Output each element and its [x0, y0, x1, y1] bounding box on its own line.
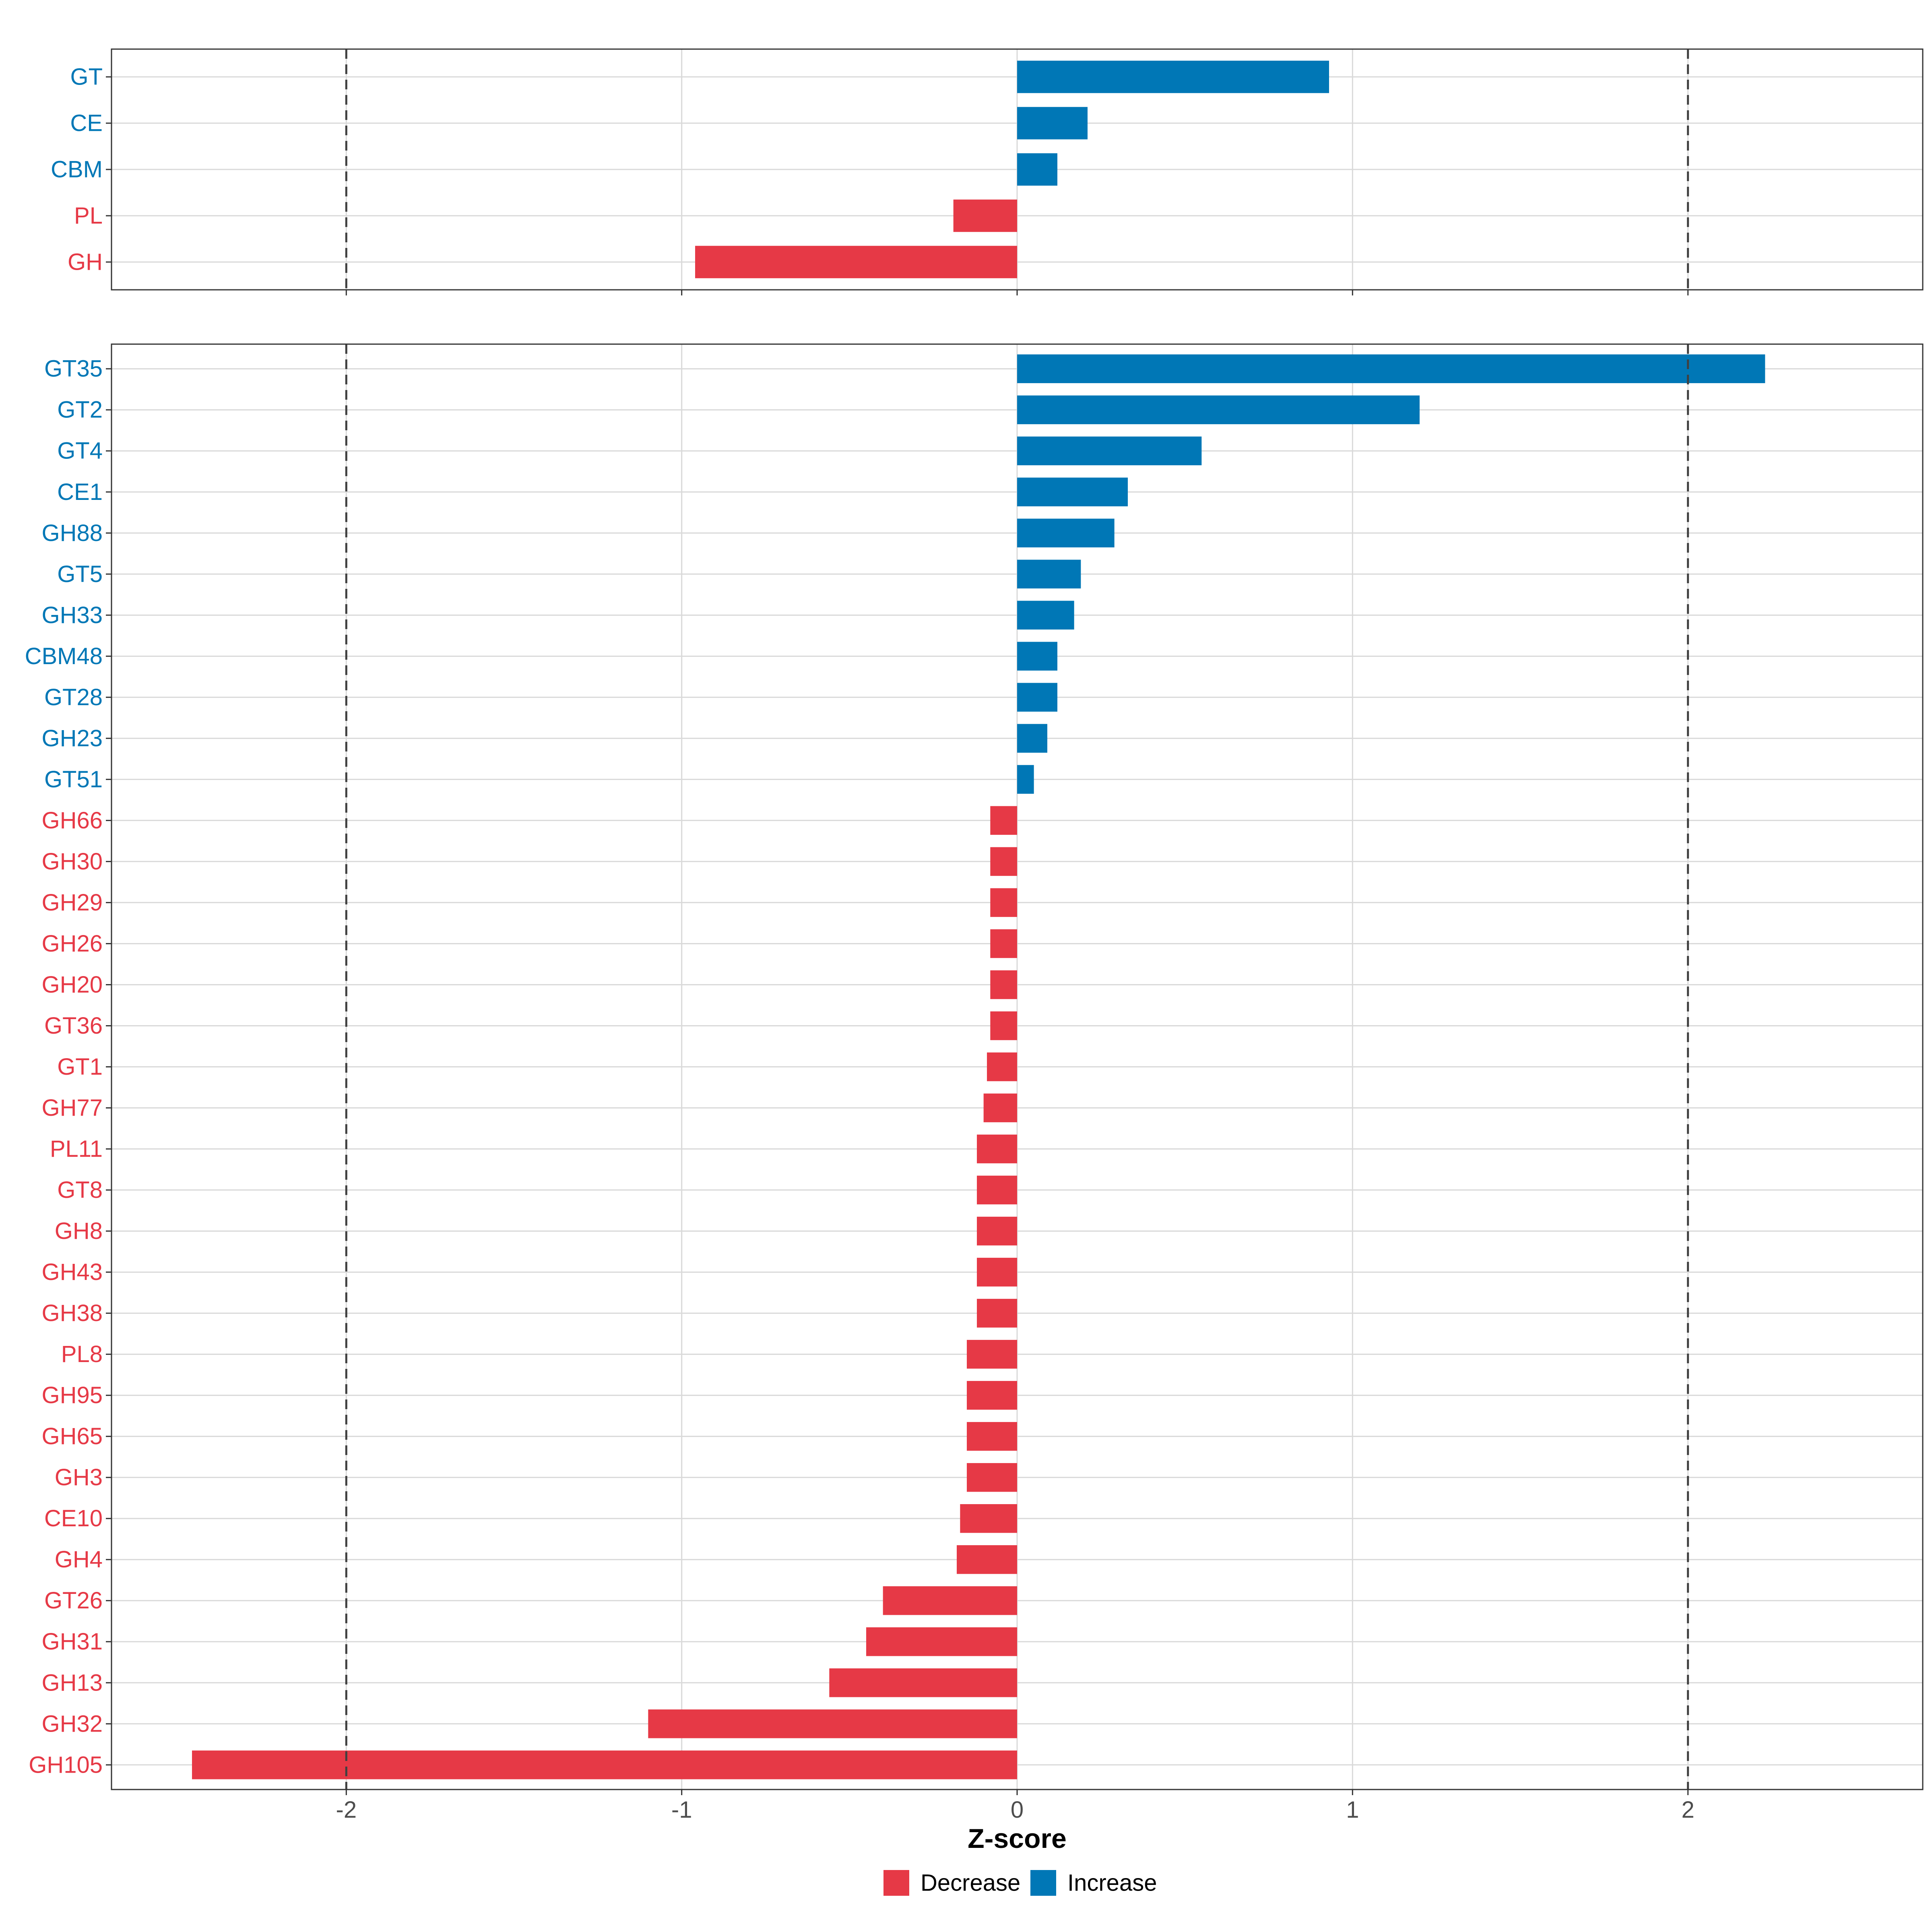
y-tick-label: GH43 — [41, 1259, 103, 1285]
bar-cbm — [1017, 153, 1057, 186]
y-tick-label: CBM48 — [25, 643, 103, 669]
y-tick-label: GT5 — [57, 561, 103, 587]
bar-gh30 — [990, 847, 1017, 876]
y-tick-label: GH20 — [41, 972, 103, 998]
bar-pl — [953, 199, 1017, 232]
y-tick-label: GH77 — [41, 1095, 103, 1121]
bar-gh26 — [990, 929, 1017, 958]
bar-ce — [1017, 107, 1088, 140]
bar-cbm48 — [1017, 642, 1057, 671]
y-tick-label: GH66 — [41, 807, 103, 834]
bar-gh33 — [1017, 601, 1074, 630]
bar-gh66 — [990, 806, 1017, 835]
bar-gh4 — [957, 1545, 1017, 1574]
bar-gt4 — [1017, 436, 1202, 465]
bar-gt5 — [1017, 559, 1081, 589]
bar-gt26 — [883, 1586, 1017, 1615]
bar-gh31 — [866, 1627, 1017, 1656]
y-tick-label: GT1 — [57, 1054, 103, 1080]
y-tick-label: GH30 — [41, 848, 103, 875]
y-tick-label: GT4 — [57, 438, 103, 464]
bar-gt51 — [1017, 765, 1034, 794]
bar-gh8 — [977, 1216, 1017, 1246]
y-tick-label: GT26 — [44, 1587, 103, 1614]
bar-gh95 — [967, 1381, 1017, 1410]
y-tick-label: GH26 — [41, 931, 103, 957]
y-tick-label: GH38 — [41, 1300, 103, 1326]
y-tick-label: GT35 — [44, 356, 103, 382]
y-tick-label: GH8 — [55, 1218, 103, 1244]
y-tick-label: GH33 — [41, 602, 103, 628]
bar-gh38 — [977, 1298, 1017, 1328]
x-axis-title: Z-score — [968, 1823, 1067, 1854]
y-tick-label: CBM — [51, 157, 103, 183]
x-tick-label: 2 — [1682, 1797, 1695, 1823]
y-tick-label: CE — [70, 110, 103, 136]
y-tick-label: GH31 — [41, 1629, 103, 1655]
y-tick-label: GT8 — [57, 1177, 103, 1203]
bar-gt2 — [1017, 395, 1420, 424]
y-tick-label: GH23 — [41, 725, 103, 751]
y-tick-label: GT2 — [57, 397, 103, 423]
bar-gt1 — [987, 1052, 1017, 1082]
y-tick-label: GH32 — [41, 1711, 103, 1737]
bar-ce1 — [1017, 477, 1128, 506]
bar-gh65 — [967, 1422, 1017, 1451]
bar-gh3 — [967, 1463, 1017, 1492]
y-tick-label: CE1 — [57, 479, 103, 505]
bar-gt8 — [977, 1175, 1017, 1205]
legend-swatch-increase — [1030, 1870, 1056, 1896]
bar-gh105 — [192, 1750, 1017, 1779]
x-tick-label: 0 — [1011, 1797, 1024, 1823]
y-tick-label: GT36 — [44, 1013, 103, 1039]
y-tick-label: GH13 — [41, 1670, 103, 1696]
y-tick-label: GH4 — [55, 1546, 103, 1573]
bar-gt28 — [1017, 683, 1057, 712]
bar-gt — [1017, 60, 1329, 93]
y-tick-label: PL8 — [61, 1341, 103, 1367]
y-tick-label: GH105 — [29, 1752, 103, 1778]
bar-gh23 — [1017, 724, 1047, 753]
y-tick-label: GH — [68, 249, 103, 275]
y-tick-label: PL11 — [50, 1136, 103, 1162]
bar-gh — [695, 246, 1017, 279]
y-tick-label: GH3 — [55, 1464, 103, 1490]
y-tick-label: GH88 — [41, 520, 103, 546]
legend-label-increase: Increase — [1067, 1870, 1157, 1896]
y-tick-label: GH65 — [41, 1423, 103, 1449]
bar-gh77 — [983, 1093, 1017, 1123]
bar-gh29 — [990, 888, 1017, 917]
bar-gt36 — [990, 1011, 1017, 1040]
y-tick-label: CE10 — [44, 1505, 103, 1532]
legend-label-decrease: Decrease — [921, 1870, 1020, 1896]
x-tick-label: -1 — [671, 1797, 692, 1823]
x-tick-label: -2 — [336, 1797, 357, 1823]
bar-gh32 — [648, 1709, 1017, 1738]
bar-ce10 — [960, 1504, 1017, 1533]
bar-gh20 — [990, 970, 1017, 999]
bar-pl11 — [977, 1134, 1017, 1164]
bar-gh43 — [977, 1257, 1017, 1287]
y-tick-label: GT28 — [44, 684, 103, 710]
y-tick-label: GH29 — [41, 890, 103, 916]
bar-pl8 — [967, 1340, 1017, 1369]
y-tick-label: PL — [74, 203, 103, 229]
bar-gh13 — [829, 1668, 1017, 1697]
y-tick-label: GT — [70, 64, 103, 90]
x-tick-label: 1 — [1346, 1797, 1359, 1823]
y-tick-label: GH95 — [41, 1382, 103, 1408]
bar-gt35 — [1017, 354, 1765, 383]
legend-swatch-decrease — [883, 1870, 909, 1896]
y-tick-label: GT51 — [44, 766, 103, 793]
bar-gh88 — [1017, 518, 1115, 547]
